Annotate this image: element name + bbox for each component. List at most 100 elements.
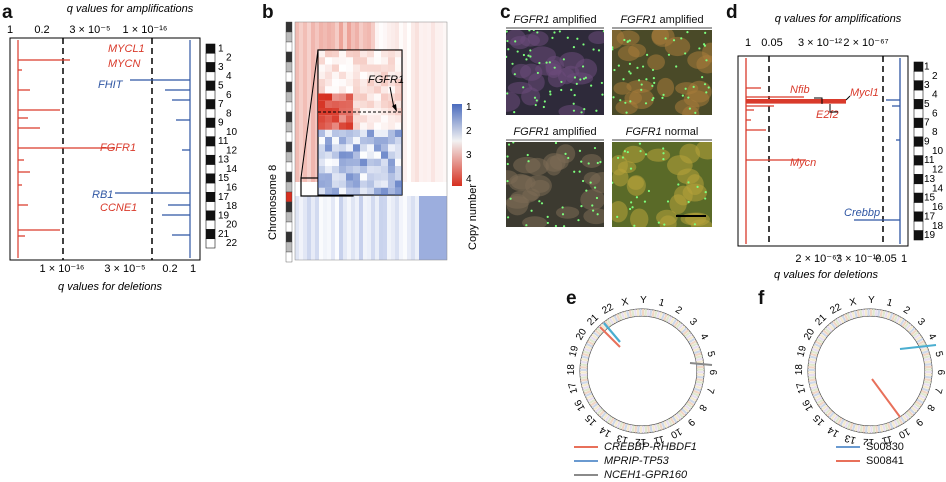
chromosome-label: 19 — [567, 344, 581, 358]
inset-cell — [353, 86, 360, 93]
chromosome-label: 18 — [794, 364, 805, 376]
fish-signal — [577, 219, 579, 221]
inset-cell — [367, 181, 374, 188]
legend-swatch — [574, 474, 598, 476]
ring-band — [860, 310, 861, 317]
ring-band — [924, 359, 931, 360]
inset-cell — [325, 166, 332, 173]
heatmap-column — [355, 196, 359, 260]
inset-cell — [395, 181, 402, 188]
fusion-nceh1-gpr160 — [690, 363, 712, 365]
chromosome-band — [206, 229, 215, 238]
chromosome-label: 9 — [913, 416, 925, 428]
ideogram-band — [286, 42, 292, 52]
ring-band — [696, 379, 703, 380]
gene-label-mycn: Mycn — [790, 157, 816, 169]
inset-cell — [388, 65, 395, 72]
heatmap-column — [415, 22, 419, 182]
ring-band — [885, 311, 887, 318]
ring-band — [923, 386, 930, 388]
chromosome-label: 21 — [813, 312, 829, 328]
fish-signal — [597, 213, 599, 215]
inset-cell — [346, 137, 353, 144]
fgfr1-label: FGFR1 — [368, 74, 404, 86]
inset-cell — [367, 65, 374, 72]
panel-d-bottom-tick: 1 — [901, 253, 907, 265]
chromosome-label: 8 — [932, 127, 938, 138]
inset-cell — [339, 188, 346, 195]
ring-band — [655, 424, 657, 431]
fish-signal — [592, 209, 594, 211]
ideogram-band — [286, 232, 292, 242]
fish-signal — [579, 170, 581, 172]
heatmap-column — [403, 22, 407, 182]
fish-signal — [507, 216, 509, 218]
heatmap-column — [371, 196, 375, 260]
ring-band — [923, 353, 930, 355]
inset-cell — [346, 94, 353, 101]
panel-a-bottom-axis-title: q values for deletions — [58, 281, 162, 293]
heatmap-column — [367, 196, 371, 260]
chromosome-8-ideogram — [286, 22, 292, 262]
gene-label-ccne1: CCNE1 — [100, 202, 137, 214]
heatmap-column — [411, 196, 415, 260]
inset-cell — [367, 86, 374, 93]
chromosome-band — [914, 99, 923, 108]
heatmap-column — [327, 196, 331, 260]
chromosome-label: 21 — [585, 312, 601, 328]
chromosome-band — [914, 109, 923, 118]
fish-signal — [510, 198, 512, 200]
micrograph-title-rules — [500, 24, 720, 144]
ideogram-band — [286, 152, 292, 162]
inset-cell — [367, 50, 374, 57]
inset-cell — [395, 137, 402, 144]
fish-signal — [624, 150, 626, 152]
chromosome-label: 20 — [574, 327, 589, 343]
heatmap-column — [443, 196, 447, 260]
inset-cell — [395, 130, 402, 137]
ring-band — [883, 424, 885, 431]
chromosome-band — [206, 90, 215, 99]
inset-cell — [367, 152, 374, 159]
fish-signal — [704, 197, 706, 199]
inset-cell — [360, 79, 367, 86]
inset-cell — [374, 137, 381, 144]
ring-band — [695, 386, 702, 388]
chromosome-band — [914, 156, 923, 165]
inset-cell — [318, 94, 325, 101]
inset-cell — [325, 57, 332, 64]
inset-cell — [346, 115, 353, 122]
fish-signal — [694, 223, 696, 225]
inset-cell — [381, 188, 388, 195]
gene-label-mycn: MYCN — [108, 58, 140, 70]
inset-cell — [318, 159, 325, 166]
heatmap-column — [431, 196, 435, 260]
panel-d-bottom-tick: 3 × 10⁻¹² — [836, 253, 880, 265]
colorbar-tick: 1 — [466, 102, 472, 113]
fish-signal — [662, 152, 664, 154]
chromosome-band — [914, 184, 923, 193]
inset-cell — [346, 144, 353, 151]
chromosome-label: 3 — [218, 62, 224, 73]
panel-a-top-tick: 3 × 10⁻⁵ — [69, 24, 110, 36]
fish-signal — [630, 168, 632, 170]
inset-cell — [346, 130, 353, 137]
inset-cell — [332, 115, 339, 122]
heatmap-column — [303, 196, 307, 260]
panel-b-heatmap: FGFR1 Chromosome 8 1 2 3 4 Copy number — [262, 0, 482, 300]
chromosome-label: 1 — [885, 297, 894, 309]
inset-cell — [325, 65, 332, 72]
ring-band — [651, 425, 652, 432]
fish-signal — [658, 222, 660, 224]
chromosome-band — [914, 118, 923, 127]
chromosome-band — [206, 127, 215, 136]
inset-cell — [395, 94, 402, 101]
fish-signal — [563, 225, 565, 227]
fish-signal — [525, 224, 527, 226]
nucleus — [679, 144, 700, 164]
chromosome-label: 18 — [566, 364, 577, 376]
heatmap-column — [439, 22, 443, 182]
inset-cell — [360, 57, 367, 64]
chromosome-label: 8 — [696, 402, 709, 413]
inset-cell — [325, 79, 332, 86]
